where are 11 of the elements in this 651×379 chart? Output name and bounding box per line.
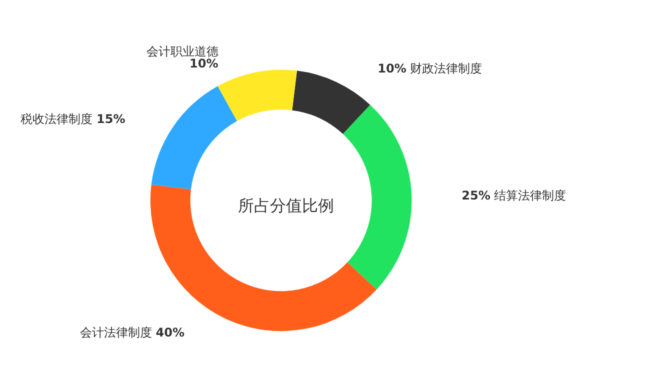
text: 所占分值比例 (238, 196, 334, 215)
slice-label: 会计职业道德 (146, 44, 218, 58)
data-label: 10% (378, 61, 406, 76)
slice-label: 税收法律制度 (20, 112, 97, 126)
data-label: 40% (156, 325, 184, 340)
slice-label: 会计法律制度 (80, 325, 156, 340)
slice-label: 结算法律制度 (490, 188, 566, 202)
data-label: 10% (190, 56, 218, 70)
data-label: 15% (96, 112, 126, 126)
slice-label: 财政法律制度 (406, 61, 482, 76)
data-label: 25% (462, 188, 490, 202)
